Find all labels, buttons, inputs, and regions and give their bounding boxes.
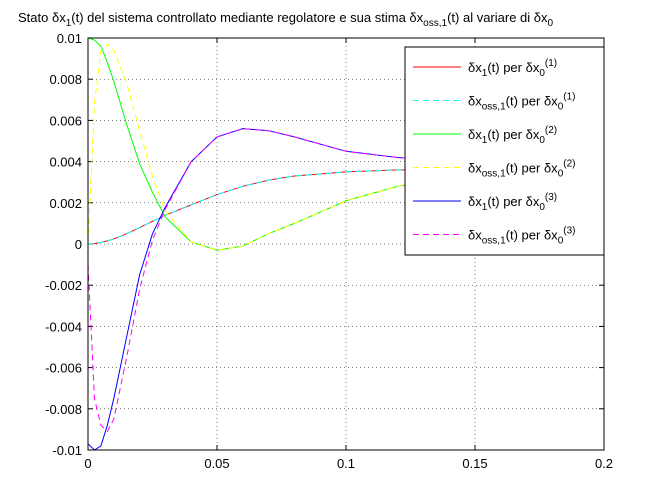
y-tick-label: 0.002	[49, 196, 82, 211]
legend-label-part: (t) per δx	[487, 194, 540, 209]
legend-box	[404, 46, 605, 256]
chart-title-part: 0	[548, 18, 554, 29]
x-tick-label: 0.15	[462, 456, 487, 471]
x-tick-label: 0.2	[595, 456, 613, 471]
x-tick-label: 0.05	[204, 456, 229, 471]
legend-label-part: (2)	[545, 125, 557, 136]
chart-title: Stato δx1(t) del sistema controllato med…	[18, 10, 554, 29]
y-tick-label: -0.004	[45, 319, 82, 334]
legend-label-part: 1	[482, 135, 488, 146]
series-line	[87, 128, 604, 433]
legend-label-part: 0	[558, 169, 564, 180]
y-tick-label: 0	[75, 237, 82, 252]
legend-label-part: oss,1	[482, 102, 506, 113]
legend-label-part: 1	[482, 68, 488, 79]
legend-label-part: δx	[468, 127, 482, 142]
legend-label: δxoss,1(t) per δx0(3)	[468, 226, 575, 247]
y-tick-label: 0.008	[49, 72, 82, 87]
y-tick-label: 0.01	[57, 31, 82, 46]
legend-label: δxoss,1(t) per δx0(1)	[468, 92, 575, 113]
legend-label-part: 1	[482, 202, 488, 213]
legend-label-part: (t) per δx	[506, 94, 559, 109]
legend-label-part: 0	[539, 68, 545, 79]
legend-label-part: δx	[468, 194, 482, 209]
chart-title-part: (t) del sistema controllato mediante reg…	[71, 10, 423, 25]
legend-label-part: δx	[468, 228, 482, 243]
legend-label: δx1(t) per δx0(3)	[468, 192, 557, 213]
y-tick-label: -0.01	[52, 443, 82, 458]
legend-label-part: oss,1	[482, 169, 506, 180]
legend-label-part: 0	[558, 102, 564, 113]
legend-label-part: (3)	[545, 192, 557, 203]
chart-title-part: (t) al variare di δx	[447, 10, 548, 25]
legend-label: δxoss,1(t) per δx0(2)	[468, 159, 575, 180]
legend-label-part: (t) per δx	[487, 127, 540, 142]
legend-label: δx1(t) per δx0(1)	[468, 58, 557, 79]
legend-label-part: oss,1	[482, 236, 506, 247]
legend-label-part: (3)	[563, 226, 575, 237]
x-tick-label: 0.1	[337, 456, 355, 471]
legend-label-part: (t) per δx	[487, 60, 540, 75]
legend-label-part: (2)	[563, 159, 575, 170]
chart-title-part: oss,1	[423, 18, 447, 29]
legend-label-part: (t) per δx	[506, 228, 559, 243]
legend-label-part: 0	[539, 135, 545, 146]
y-tick-label: -0.002	[45, 278, 82, 293]
chart-title-part: Stato δx	[18, 10, 66, 25]
legend-label-part: δx	[468, 94, 482, 109]
chart-title-part: 1	[66, 18, 72, 29]
legend-label-part: 0	[539, 202, 545, 213]
legend-label-part: 0	[558, 236, 564, 247]
y-tick-label: 0.006	[49, 113, 82, 128]
y-tick-label: -0.008	[45, 402, 82, 417]
x-tick-label: 0	[84, 456, 91, 471]
legend-label-part: δx	[468, 60, 482, 75]
y-tick-label: 0.004	[49, 155, 82, 170]
legend-label-part: (t) per δx	[506, 161, 559, 176]
legend-label: δx1(t) per δx0(2)	[468, 125, 557, 146]
y-tick-label: -0.006	[45, 361, 82, 376]
legend-label-part: δx	[468, 161, 482, 176]
legend-label-part: (1)	[545, 58, 557, 69]
legend-label-part: (1)	[563, 92, 575, 103]
